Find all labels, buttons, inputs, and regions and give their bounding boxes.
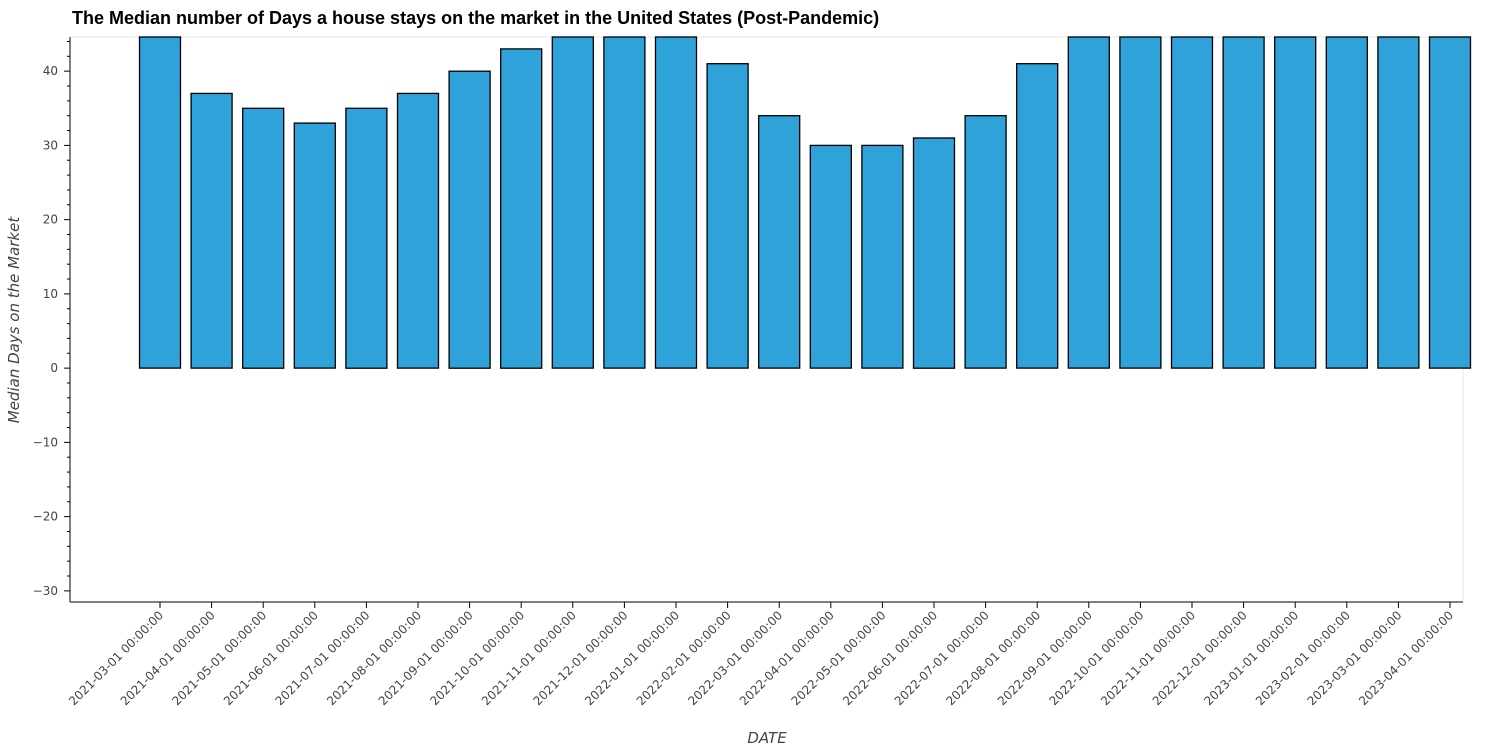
chart-title: The Median number of Days a house stays … xyxy=(72,8,880,28)
x-tick-label: 2022-01-01 00:00:00 xyxy=(582,608,682,708)
x-tick-label: 2022-02-01 00:00:00 xyxy=(634,608,734,708)
bar-2022-12-01 xyxy=(1222,36,1265,369)
bar-2023-02-01 xyxy=(1325,36,1368,369)
bar-2022-11-01 xyxy=(1170,36,1214,369)
bar-2022-04-01 xyxy=(809,144,852,369)
bar-2022-02-01 xyxy=(706,63,749,369)
y-tick-label: −30 xyxy=(33,584,58,598)
x-tick-label: 2023-02-01 00:00:00 xyxy=(1253,608,1353,708)
x-tick-label: 2023-04-01 00:00:00 xyxy=(1356,608,1456,708)
x-tick-label: 2022-10-01 00:00:00 xyxy=(1046,608,1146,708)
x-tick-label: 2022-08-01 00:00:00 xyxy=(943,608,1043,708)
x-tick-label: 2021-06-01 00:00:00 xyxy=(221,608,321,708)
x-tick-label: 2022-05-01 00:00:00 xyxy=(788,608,888,708)
x-tick-label: 2022-06-01 00:00:00 xyxy=(840,608,940,708)
bar-2021-06-01 xyxy=(293,122,336,369)
bar-2022-03-01 xyxy=(758,115,801,369)
bar-2022-07-01 xyxy=(964,115,1007,369)
bar-2021-12-01 xyxy=(603,36,646,369)
bar-2023-04-01 xyxy=(1428,36,1472,369)
x-tick-label: 2022-11-01 00:00:00 xyxy=(1098,608,1198,708)
y-tick-label: 10 xyxy=(43,287,58,301)
x-tick-label: 2021-03-01 00:00:00 xyxy=(66,608,166,708)
bar-2022-01-01 xyxy=(654,36,698,369)
bar-2022-06-01 xyxy=(912,137,956,369)
x-tick-label: 2022-12-01 00:00:00 xyxy=(1150,608,1250,708)
x-tick-label: 2021-07-01 00:00:00 xyxy=(272,608,372,708)
bar-2022-08-01 xyxy=(1016,63,1059,369)
bar-2021-05-01 xyxy=(242,107,285,369)
bar-2021-08-01 xyxy=(396,92,440,369)
x-tick-label: 2021-08-01 00:00:00 xyxy=(324,608,424,708)
x-tick-label: 2021-12-01 00:00:00 xyxy=(530,608,630,708)
x-tick-label: 2022-09-01 00:00:00 xyxy=(995,608,1095,708)
x-tick-label: 2023-03-01 00:00:00 xyxy=(1304,608,1404,708)
bars-group xyxy=(138,36,1472,369)
x-tick-label: 2022-04-01 00:00:00 xyxy=(737,608,837,708)
x-tick-label: 2021-09-01 00:00:00 xyxy=(376,608,476,708)
x-tick-label: 2021-10-01 00:00:00 xyxy=(427,608,527,708)
x-tick-label: 2021-11-01 00:00:00 xyxy=(479,608,579,708)
bar-2022-09-01 xyxy=(1067,36,1110,369)
bar-2021-07-01 xyxy=(345,107,388,369)
x-tick-label: 2022-03-01 00:00:00 xyxy=(685,608,785,708)
y-tick-label: −10 xyxy=(33,435,58,449)
bar-2021-09-01 xyxy=(448,70,491,369)
y-tick-label: −20 xyxy=(33,510,58,524)
x-axis-title: DATE xyxy=(747,729,787,747)
bar-2022-05-01 xyxy=(861,144,904,369)
y-tick-label: 0 xyxy=(50,361,58,375)
x-tick-label: 2022-07-01 00:00:00 xyxy=(892,608,992,708)
y-axis: 40 30 20 10 0 −10 −20 −30 xyxy=(33,37,71,602)
bar-2021-03-01 xyxy=(138,36,182,369)
x-tick-label: 2021-04-01 00:00:00 xyxy=(118,608,218,708)
bar-2021-04-01 xyxy=(190,92,233,369)
bar-2023-01-01 xyxy=(1274,36,1317,369)
y-tick-label: 40 xyxy=(43,64,58,78)
x-tick-label: 2021-05-01 00:00:00 xyxy=(169,608,269,708)
bar-2021-10-01 xyxy=(500,48,543,369)
bar-2021-11-01 xyxy=(551,36,594,369)
bar-2023-03-01 xyxy=(1377,36,1420,369)
y-tick-label: 20 xyxy=(43,213,58,227)
y-tick-label: 30 xyxy=(43,138,58,152)
x-tick-label: 2023-01-01 00:00:00 xyxy=(1201,608,1301,708)
y-axis-title: Median Days on the Market xyxy=(5,216,23,424)
bar-2022-10-01 xyxy=(1119,36,1162,369)
